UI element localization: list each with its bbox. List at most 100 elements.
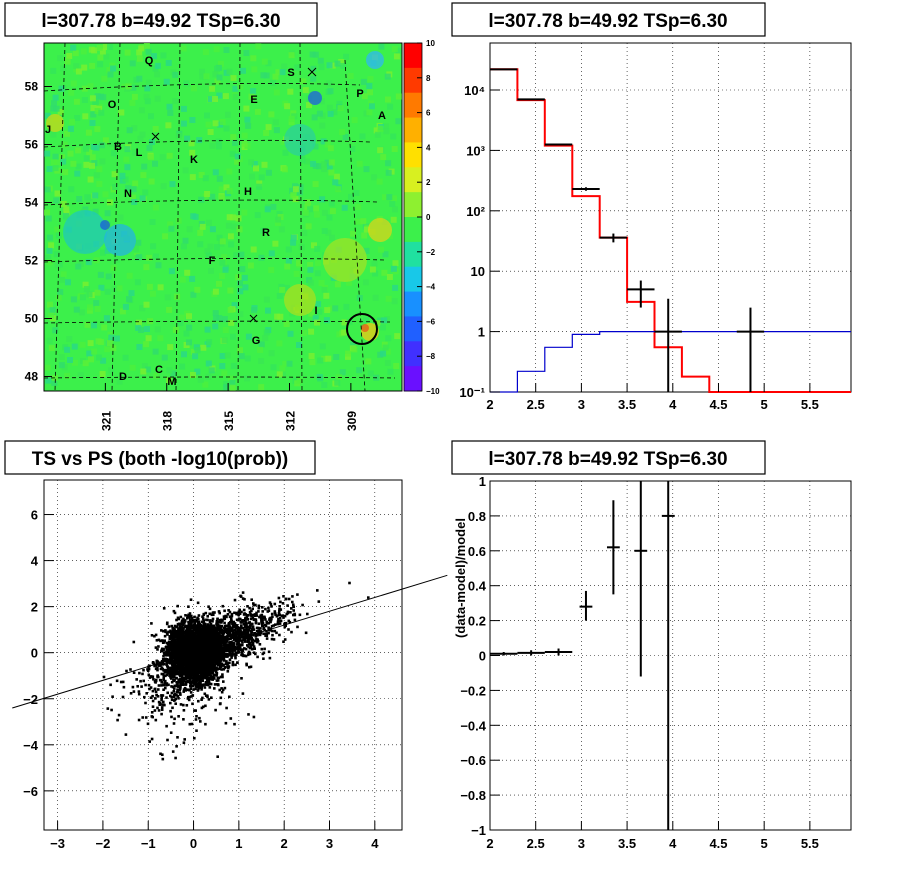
map-pixel — [361, 93, 368, 100]
scatter-point — [211, 651, 214, 655]
scatter-point — [252, 715, 256, 719]
map-pixel — [309, 359, 316, 366]
scatter-point — [274, 623, 277, 626]
spectrum-title: l=307.78 b=49.92 TSp=6.30 — [488, 11, 727, 32]
map-pixel — [324, 307, 331, 314]
scatter-point — [253, 614, 257, 617]
map-pixel — [151, 53, 157, 60]
colorbar-segment — [404, 341, 422, 367]
map-pixel — [360, 218, 367, 225]
scatter-point — [168, 637, 172, 640]
scatter-point — [216, 626, 220, 630]
map-pixel — [276, 340, 283, 347]
map-pixel — [94, 93, 101, 100]
scatter-point — [235, 618, 239, 622]
scatter-point — [155, 693, 158, 697]
scatter-point — [202, 612, 206, 616]
map-pixel — [180, 243, 187, 250]
spectrum-x-tick-label: 3.5 — [618, 397, 636, 412]
scatter-point — [195, 683, 199, 687]
map-pixel — [157, 335, 164, 342]
map-pixel — [101, 324, 108, 331]
scatter-point — [177, 617, 180, 621]
map-pixel — [122, 354, 129, 361]
scatter-point — [174, 756, 177, 760]
map-pixel — [317, 375, 324, 382]
scatter-point — [222, 659, 226, 662]
map-pixel — [143, 43, 150, 49]
map-pixel — [240, 67, 246, 74]
scatter-point — [226, 613, 230, 616]
map-pixel — [374, 320, 381, 327]
scatter-point — [160, 712, 163, 716]
scatter-point — [178, 640, 181, 644]
scatter-point — [160, 684, 163, 687]
map-y-tick-label: 50 — [25, 312, 39, 326]
scatter-point — [255, 629, 259, 633]
scatter-point — [209, 623, 213, 626]
map-pixel — [327, 110, 334, 117]
map-pixel — [126, 127, 133, 134]
scatter-point — [172, 679, 175, 683]
map-pixel — [184, 135, 191, 142]
colorbar-tick-label: −10 — [426, 387, 440, 396]
map-region-label: M — [167, 376, 176, 388]
scatter-point — [270, 624, 274, 628]
map-pixel — [164, 294, 171, 301]
map-pixel — [67, 150, 74, 157]
scatter-point — [170, 680, 174, 684]
scatter-point — [267, 626, 270, 629]
scatter-point — [160, 696, 163, 700]
map-pixel — [360, 78, 367, 85]
map-pixel — [263, 72, 270, 79]
map-pixel — [321, 209, 328, 216]
map-pixel — [132, 180, 139, 187]
map-pixel — [52, 165, 59, 172]
map-pixel — [44, 209, 50, 216]
scatter-point — [195, 729, 198, 732]
map-pixel — [353, 190, 360, 196]
scatter-point — [249, 629, 253, 633]
scatter-point — [165, 648, 168, 651]
map-pixel — [382, 251, 389, 258]
scatter-point — [232, 642, 236, 645]
scatter-point — [213, 687, 216, 690]
map-pixel — [180, 105, 187, 112]
scatter-point — [144, 716, 148, 719]
scatter-point — [224, 652, 227, 656]
map-pixel — [261, 161, 268, 168]
map-region-label: R — [262, 227, 270, 239]
map-pixel — [100, 249, 106, 256]
scatter-point — [165, 673, 169, 677]
map-pixel — [296, 260, 302, 267]
scatter-point — [151, 661, 155, 665]
scatter-point — [218, 627, 221, 630]
map-pixel — [265, 124, 272, 131]
map-region-label: D — [119, 371, 127, 383]
map-pixel — [223, 125, 230, 132]
scatter-point — [242, 608, 246, 612]
map-pixel — [243, 105, 250, 112]
colorbar-tick-label: 2 — [426, 178, 431, 187]
map-pixel — [105, 273, 112, 280]
map-pixel — [68, 186, 75, 193]
scatter-point — [179, 641, 183, 644]
colorbar-segment — [404, 366, 422, 392]
map-pixel — [72, 359, 78, 366]
map-pixel — [346, 279, 353, 286]
map-pixel — [166, 152, 173, 159]
map-pixel — [223, 47, 230, 53]
map-pixel — [91, 348, 98, 355]
scatter-point — [228, 695, 231, 699]
scatter-point — [239, 594, 242, 598]
scatter-point — [162, 654, 165, 658]
map-pixel — [386, 194, 393, 201]
scatter-point — [220, 656, 224, 660]
scatter-point — [208, 686, 212, 689]
scatter-point — [233, 722, 236, 726]
map-region-label: G — [252, 335, 261, 347]
map-pixel — [286, 360, 293, 367]
scatter-point — [175, 676, 178, 680]
